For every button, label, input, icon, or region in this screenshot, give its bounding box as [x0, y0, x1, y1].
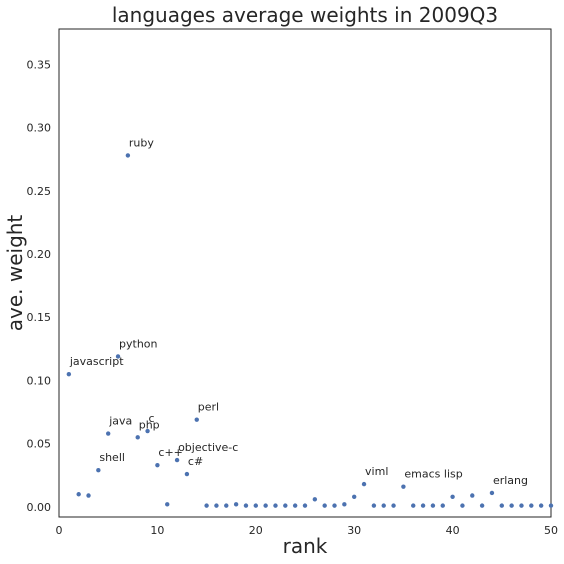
y-tick-label: 0.00	[27, 501, 52, 514]
y-axis-label: ave. weight	[3, 215, 27, 332]
x-tick-label: 40	[446, 524, 460, 537]
data-point	[106, 431, 111, 436]
data-point	[145, 428, 150, 434]
y-tick-label: 0.25	[27, 185, 52, 198]
data-point	[263, 503, 268, 508]
y-tick-label: 0.35	[27, 58, 52, 71]
data-point	[548, 503, 554, 508]
data-point	[440, 503, 445, 508]
data-point	[76, 492, 81, 497]
data-point	[381, 503, 386, 508]
data-point	[499, 503, 504, 508]
data-point	[224, 503, 229, 508]
point-annotation: perl	[198, 401, 219, 414]
point-annotation: python	[119, 337, 158, 350]
point-annotation: c	[149, 412, 155, 425]
x-tick-label: 20	[249, 524, 263, 537]
data-point	[460, 503, 465, 508]
data-point	[66, 371, 72, 377]
data-point	[322, 503, 327, 508]
data-point	[538, 503, 544, 508]
point-annotation: php	[139, 418, 160, 431]
y-tick-label: 0.05	[27, 438, 52, 451]
point-annotation: ruby	[129, 136, 154, 149]
point-annotation: objective-c	[178, 441, 238, 454]
data-point	[155, 462, 160, 468]
data-point	[312, 497, 318, 502]
point-annotation: shell	[99, 451, 125, 464]
data-point	[519, 503, 524, 508]
point-annotation: java	[108, 415, 132, 428]
data-point	[401, 484, 406, 489]
data-point	[470, 493, 475, 498]
data-point	[233, 502, 239, 507]
point-annotation: javascript	[69, 355, 124, 368]
data-point	[253, 503, 258, 508]
data-point	[194, 417, 199, 422]
data-point	[391, 503, 396, 508]
y-tick-label: 0.30	[27, 122, 52, 135]
data-point	[125, 153, 131, 158]
data-point	[86, 493, 91, 498]
data-point	[273, 503, 278, 508]
data-point	[115, 354, 121, 359]
data-point	[184, 471, 190, 477]
point-annotation: c#	[188, 455, 203, 468]
chart-title: languages average weights in 2009Q3	[112, 3, 498, 27]
data-point	[243, 503, 249, 508]
data-point	[479, 503, 485, 508]
data-point	[361, 481, 367, 487]
plot-frame	[58, 28, 552, 518]
data-point	[174, 457, 180, 463]
data-point	[352, 494, 357, 499]
data-point	[420, 503, 426, 508]
data-point	[371, 503, 377, 508]
data-point	[332, 503, 337, 508]
x-tick-label: 50	[544, 524, 558, 537]
data-point	[411, 503, 416, 508]
data-point	[214, 503, 219, 508]
data-point	[165, 502, 170, 507]
x-tick-label: 30	[347, 524, 361, 537]
y-axis: 0.00 0.05 0.10 0.15 0.20 0.25 0.30 0.35	[27, 58, 52, 513]
x-axis-label: rank	[283, 534, 328, 558]
point-annotation: viml	[365, 465, 388, 478]
data-point	[509, 503, 514, 508]
point-annotation: c++	[158, 446, 182, 459]
point-annotation: emacs lisp	[404, 468, 462, 481]
y-tick-label: 0.20	[27, 248, 52, 261]
y-tick-label: 0.10	[27, 374, 52, 387]
data-point	[135, 435, 140, 440]
point-annotation: erlang	[493, 474, 528, 487]
data-point	[283, 503, 288, 508]
data-point	[430, 503, 436, 508]
data-point	[96, 468, 101, 473]
y-tick-label: 0.15	[27, 311, 52, 324]
data-point	[489, 490, 495, 496]
data-point	[292, 503, 298, 508]
data-point	[302, 503, 308, 508]
data-point	[342, 502, 347, 507]
data-point	[450, 494, 455, 499]
data-point	[529, 503, 534, 508]
data-points	[66, 153, 554, 508]
x-tick-label: 10	[150, 524, 164, 537]
x-axis: 0 10 20 30 40 50	[56, 524, 559, 537]
x-tick-label: 0	[56, 524, 63, 537]
data-point	[204, 503, 209, 508]
